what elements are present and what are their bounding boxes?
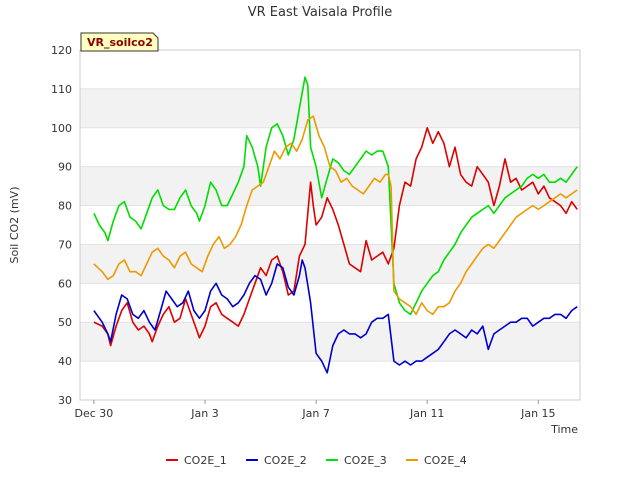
y-tick-label: 60 [58,277,72,290]
badge-label: VR_soilco2 [87,36,153,49]
y-axis-title: Soil CO2 (mV) [8,187,21,264]
legend-label: CO2E_3 [344,454,387,467]
x-tick-label: Jan 3 [190,407,218,420]
series-line-co2e_3 [93,76,578,316]
grid-band [80,88,580,128]
x-tick-label: Jan 7 [301,407,329,420]
legend-item-co2e_2: CO2E_2 [246,454,307,467]
legend-label: CO2E_1 [184,454,227,467]
chart-title: VR East Vaisala Profile [248,5,393,20]
grid-band [80,166,580,206]
y-tick-label: 30 [58,394,72,407]
badge: VR_soilco2 [80,32,159,52]
grid-band [80,244,580,284]
x-tick-label: Jan 11 [409,407,444,420]
y-tick-label: 120 [51,44,72,57]
legend-item-co2e_4: CO2E_4 [406,454,467,467]
x-tick-label: Jan 15 [520,407,555,420]
y-tick-label: 50 [58,316,72,329]
y-tick-label: 40 [58,355,72,368]
x-axis-title: Time [550,423,578,436]
y-tick-label: 90 [58,161,72,174]
y-tick-label: 100 [51,122,72,135]
plot-bands [80,88,580,362]
y-tick-label: 110 [51,83,72,96]
legend-label: CO2E_2 [264,454,307,467]
x-axis-ticks: Dec 30 Jan 3 Jan 7 Jan 11 Jan 15 [74,400,556,420]
x-tick-label: Dec 30 [74,407,113,420]
y-tick-label: 80 [58,200,72,213]
legend-item-co2e_1: CO2E_1 [166,454,227,467]
series-lines [93,76,578,374]
y-axis-ticks: 30 40 50 60 70 80 90 100 110 120 [51,44,72,407]
series-line-co2e_2 [93,259,578,374]
series-line-co2e_4 [93,115,578,316]
legend: CO2E_1 CO2E_2 CO2E_3 CO2E_4 [166,454,467,467]
grid-band [80,322,580,362]
legend-item-co2e_3: CO2E_3 [326,454,387,467]
series-line-co2e_1 [93,127,578,347]
badge-box [80,32,159,52]
y-tick-label: 70 [58,238,72,251]
plot-frame [79,49,581,401]
legend-label: CO2E_4 [424,454,467,467]
